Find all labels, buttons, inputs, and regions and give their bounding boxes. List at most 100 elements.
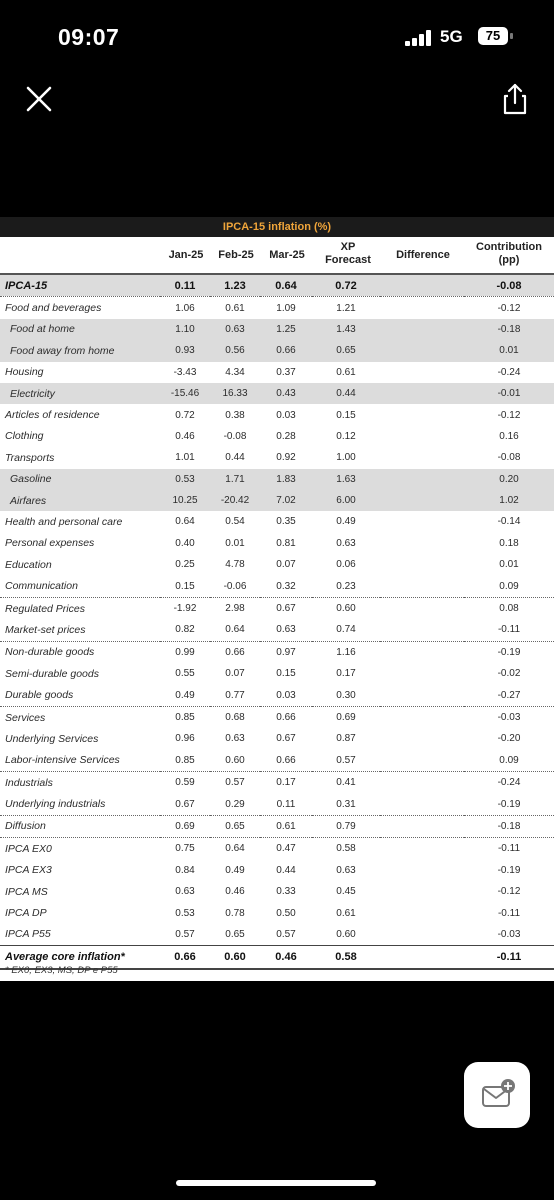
table-row: IPCA MS0.630.460.330.45-0.12- (0, 881, 554, 902)
row-value: 0.11 (260, 793, 312, 816)
mail-add-icon (482, 1079, 515, 1107)
row-label: Regulated Prices (5, 602, 85, 615)
close-icon (26, 86, 52, 112)
row-value: 0.69 (160, 815, 210, 839)
row-value: 0.85 (160, 749, 210, 772)
table-row: Market-set prices0.820.640.630.74-0.11-0… (0, 619, 554, 642)
row-value: -0.20 (497, 733, 521, 745)
table-row: Health and personal care 0.64 0.54 0.35 0.49… (0, 511, 554, 532)
row-value: -0.18 (464, 318, 554, 341)
row-value: -0.08 (223, 430, 247, 442)
row-value: -0.01 (464, 382, 554, 405)
row-spacer (380, 728, 464, 749)
row-value: 0.49 (336, 516, 356, 528)
row-spacer (380, 362, 464, 383)
row-spacer (380, 684, 464, 707)
row-value: -0.24 (497, 366, 521, 378)
row-value: 0.17 (336, 668, 356, 680)
row-value: 0.37 (276, 366, 296, 378)
row-value: 0.66 (276, 712, 296, 723)
row-value: 0.82 (160, 619, 210, 642)
row-spacer (380, 706, 464, 728)
row-label: Education (5, 558, 52, 571)
row-value: 16.33 (210, 382, 260, 405)
row-label: Semi-durable goods (5, 667, 99, 680)
row-value: 0.45 (336, 886, 356, 898)
share-button[interactable] (498, 82, 532, 116)
header-jan: Jan-25 (168, 249, 204, 261)
row-spacer (380, 881, 464, 902)
row-value: 0.63 (225, 733, 245, 745)
home-indicator[interactable] (176, 1180, 376, 1186)
row-value: 1.10 (160, 318, 210, 341)
row-label: Food at home (0, 318, 160, 341)
status-bar: 09:07 5G 75 (0, 0, 554, 74)
row-value: -0.19 (464, 793, 554, 816)
row-value: 0.66 (225, 646, 245, 658)
table-row: Underlying industrials 0.67 0.29 0.11 0.31 -0… (0, 793, 554, 816)
row-value: -0.19 (497, 646, 521, 658)
row-label: IPCA-15 (0, 273, 160, 298)
row-label: Labor-intensive Services (0, 749, 160, 772)
row-spacer (380, 382, 464, 405)
row-value: 0.67 (276, 733, 296, 745)
row-value: -0.19 (497, 864, 521, 876)
row-label: Food away from home (0, 340, 160, 362)
row-value: -0.03 (497, 928, 521, 940)
table-row: Food and beverages1.060.611.091.21-0.12-… (0, 297, 554, 319)
row-value: -0.03 (497, 712, 521, 723)
header-contribution: Contribution (pp) (466, 241, 552, 267)
row-value: 0.56 (210, 340, 260, 362)
row-label: Communication (0, 575, 160, 598)
row-value: 7.02 (260, 489, 312, 512)
row-value: 0.44 (225, 452, 245, 464)
row-value: 0.78 (225, 907, 245, 919)
row-value: 0.68 (225, 712, 245, 723)
row-value: 1.25 (260, 318, 312, 341)
row-value: 6.00 (312, 489, 380, 512)
row-value: 0.59 (175, 777, 195, 789)
row-value: 0.66 (260, 749, 312, 772)
row-value: 0.32 (260, 575, 312, 598)
table-title: IPCA-15 inflation (%) (0, 217, 554, 237)
row-value: 0.11 (160, 273, 210, 298)
row-spacer (380, 838, 464, 860)
row-value: 0.60 (210, 749, 260, 772)
share-icon (503, 83, 527, 115)
row-spacer (380, 793, 464, 816)
row-value: 0.01 (225, 537, 245, 549)
close-button[interactable] (24, 84, 54, 114)
row-value: 0.50 (276, 907, 296, 919)
row-value: 0.66 (160, 945, 210, 970)
row-value: 1.00 (336, 452, 356, 464)
row-label: Underlying Services (5, 732, 99, 745)
row-value: 0.20 (464, 468, 554, 490)
row-value: 0.33 (276, 886, 296, 898)
table-image: IPCA-15 inflation (%) Jan-25 Feb-25 Mar-… (0, 217, 554, 981)
header-difference: Difference (396, 249, 450, 261)
table-row: Food away from home0.930.560.660.650.010… (0, 340, 554, 362)
row-value: -0.27 (464, 684, 554, 707)
battery-icon: 75 (478, 27, 508, 45)
row-value: 0.57 (276, 928, 296, 940)
row-value: -0.24 (497, 777, 521, 789)
row-value: 0.75 (175, 843, 195, 855)
row-label: IPCA DP (5, 907, 47, 920)
header-xp-line1: XP (340, 241, 356, 253)
row-value: 0.30 (312, 684, 380, 707)
row-value: 0.53 (160, 468, 210, 490)
row-value: 0.60 (336, 928, 356, 940)
row-value: 0.17 (276, 777, 296, 789)
row-value: 0.87 (336, 733, 356, 745)
row-value: 0.47 (276, 843, 296, 855)
add-to-mail-button[interactable] (464, 1062, 530, 1128)
row-value: 1.21 (336, 302, 356, 314)
row-value: -1.92 (173, 603, 197, 615)
row-spacer (380, 426, 464, 447)
row-value: 0.60 (210, 945, 260, 970)
row-value: 0.63 (336, 864, 356, 876)
